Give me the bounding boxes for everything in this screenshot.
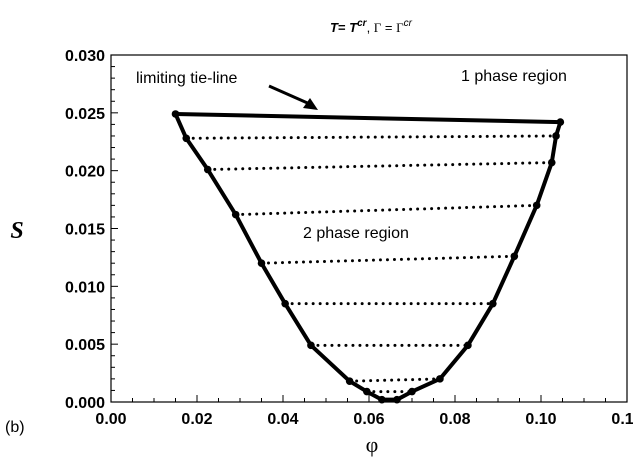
tie-line xyxy=(184,134,558,140)
x-tick-label: 0.02 xyxy=(181,411,212,428)
x-tick-labels: 0.00 0.02 0.04 0.06 0.08 0.10 0.12 xyxy=(95,411,633,428)
y-tick-label: 0.005 xyxy=(65,337,105,354)
limiting-tie-line-arrow-head xyxy=(303,98,318,110)
data-point xyxy=(231,210,240,219)
y-tick-labels: 0.000 0.005 0.010 0.015 0.020 0.025 0.030 xyxy=(65,48,105,412)
data-point xyxy=(408,387,416,396)
x-tick-label: 0.00 xyxy=(95,411,126,428)
data-point xyxy=(489,299,497,308)
y-tick-label: 0.000 xyxy=(65,395,105,412)
limiting-tie-line xyxy=(175,111,561,125)
y-tick-label: 0.010 xyxy=(65,279,105,296)
tie-line xyxy=(260,254,516,265)
y-tick-label: 0.025 xyxy=(65,106,105,123)
tie-lines xyxy=(184,134,558,394)
y-axis-title: S xyxy=(10,218,23,244)
binodal-curve xyxy=(173,113,563,402)
limiting-tie-line-label: limiting tie-line xyxy=(136,70,237,87)
x-tick-label: 0.08 xyxy=(439,411,470,428)
x-axis-title: φ xyxy=(366,432,379,457)
data-point xyxy=(307,341,315,350)
data-point xyxy=(393,395,401,404)
chart-title: T= Tcr, Γ = Γcr xyxy=(330,18,413,35)
tie-line xyxy=(234,203,539,217)
data-point xyxy=(547,158,556,167)
y-tick-label: 0.020 xyxy=(65,164,105,181)
tie-line xyxy=(206,161,554,172)
data-point xyxy=(171,110,180,118)
data-point xyxy=(182,134,191,143)
data-point xyxy=(436,375,444,383)
data-point xyxy=(363,387,371,396)
data-point xyxy=(378,395,386,404)
x-tick-label: 0.12 xyxy=(611,411,633,428)
data-point xyxy=(281,299,289,308)
x-tick-label: 0.06 xyxy=(353,411,384,428)
limiting-tie-line-arrow-shaft xyxy=(268,84,313,107)
data-point xyxy=(464,341,472,350)
panel-label: (b) xyxy=(5,419,25,436)
one-phase-region-label: 1 phase region xyxy=(461,68,567,85)
y-tick-label: 0.015 xyxy=(65,222,105,239)
data-markers xyxy=(171,110,565,404)
y-tick-label: 0.030 xyxy=(65,48,105,65)
data-point xyxy=(556,118,565,126)
data-point xyxy=(203,165,212,174)
x-tick-label: 0.10 xyxy=(525,411,556,428)
data-point xyxy=(552,132,560,140)
data-point xyxy=(532,201,541,210)
x-tick-label: 0.04 xyxy=(267,411,298,428)
data-point xyxy=(257,259,266,268)
axis-ticks xyxy=(110,54,628,403)
two-phase-region-label: 2 phase region xyxy=(303,225,409,242)
tie-line xyxy=(348,377,442,383)
data-point xyxy=(345,377,354,385)
data-point xyxy=(510,252,519,261)
